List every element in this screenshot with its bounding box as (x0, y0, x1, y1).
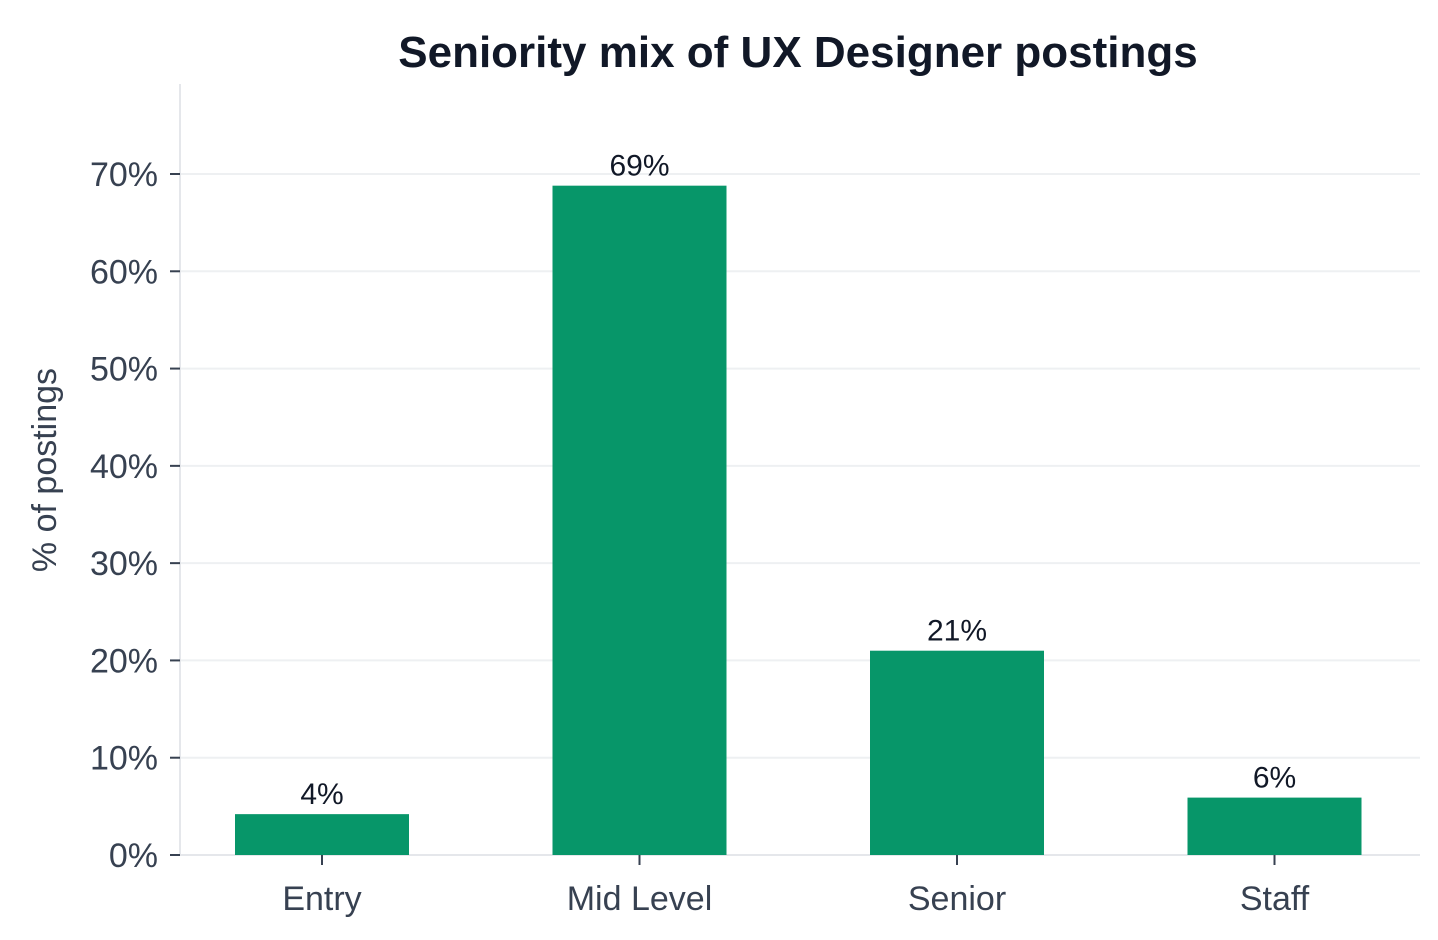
gridlines (180, 173, 1420, 759)
x-tick-label: Senior (908, 880, 1006, 918)
bar (870, 650, 1044, 855)
data-labels: 4% 69% 21% 6% (300, 150, 1296, 811)
x-tick-label: Mid Level (567, 880, 713, 918)
y-tick-label: 60% (90, 253, 158, 291)
bars (235, 185, 1362, 855)
x-tick-label: Entry (282, 880, 361, 918)
x-tick-label: Staff (1240, 880, 1310, 918)
bar (235, 814, 409, 855)
bar-value-label: 4% (300, 778, 343, 811)
bar (1187, 797, 1362, 855)
y-tick-label: 0% (109, 837, 158, 875)
bar-value-label: 69% (609, 150, 669, 183)
y-tick-label: 10% (90, 740, 158, 778)
bar-value-label: 6% (1253, 762, 1296, 795)
bar (552, 185, 727, 855)
x-axis-ticks: Entry Mid Level Senior Staff (282, 855, 1310, 918)
y-axis-title: % of postings (26, 368, 64, 572)
y-tick-label: 40% (90, 448, 158, 486)
chart-title: Seniority mix of UX Designer postings (398, 28, 1197, 77)
bar-value-label: 21% (927, 615, 987, 648)
y-tick-label: 20% (90, 642, 158, 680)
y-tick-label: 70% (90, 156, 158, 194)
y-tick-label: 30% (90, 545, 158, 583)
axes (179, 84, 1420, 856)
y-axis-ticks: 0% 10% 20% 30% 40% 50% 60% 70% (90, 156, 180, 875)
y-tick-label: 50% (90, 351, 158, 389)
